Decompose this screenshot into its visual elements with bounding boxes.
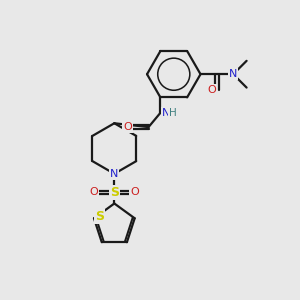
Text: O: O — [123, 122, 132, 132]
Text: O: O — [130, 187, 139, 197]
Text: H: H — [169, 108, 177, 118]
Text: O: O — [207, 85, 216, 95]
Text: S: S — [110, 186, 119, 199]
Text: O: O — [90, 187, 98, 197]
Text: N: N — [229, 69, 237, 79]
Text: N: N — [110, 169, 118, 179]
Text: S: S — [95, 210, 104, 223]
Text: N: N — [162, 108, 170, 118]
